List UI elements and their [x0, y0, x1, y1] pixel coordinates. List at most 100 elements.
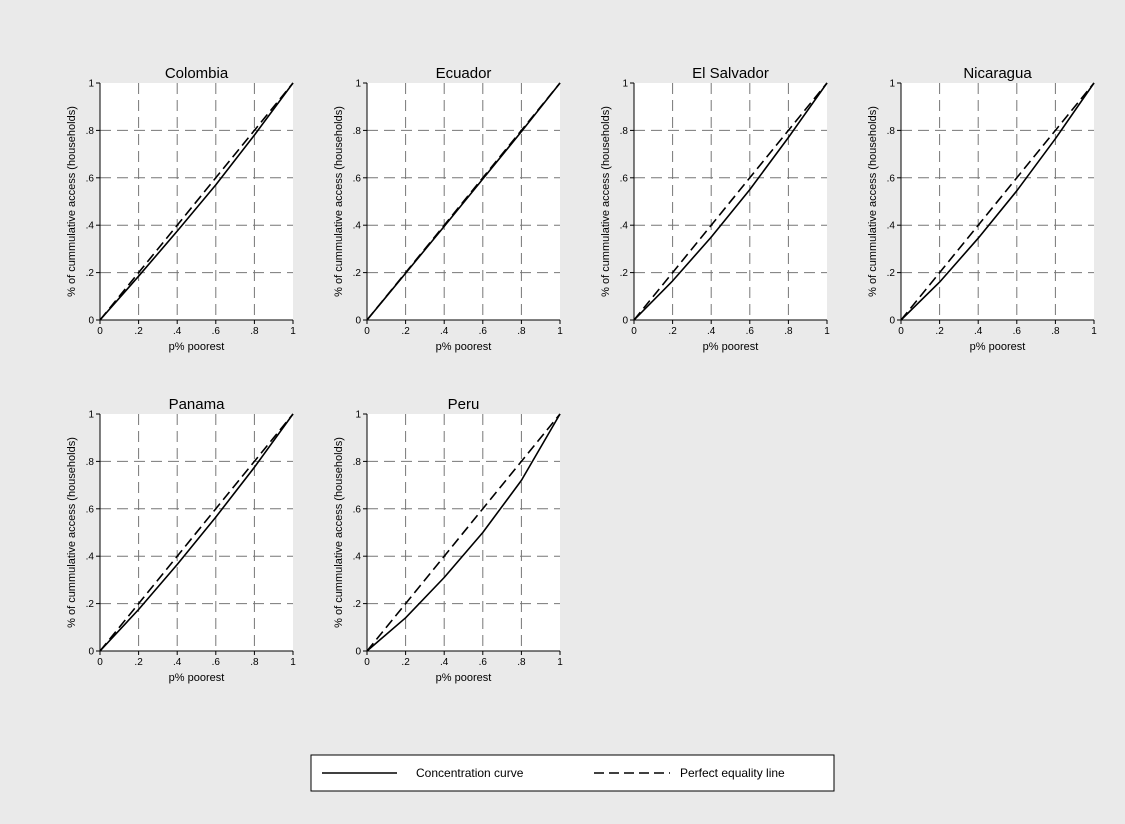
y-tick-label: 1: [889, 79, 895, 90]
x-axis-title: p% poorest: [436, 341, 492, 353]
y-axis-title: % of cummulative access (households): [66, 106, 78, 297]
y-tick-label: .2: [86, 268, 95, 279]
x-tick-label: .8: [784, 326, 793, 337]
x-tick-label: 1: [290, 326, 296, 337]
x-tick-label: 1: [290, 657, 296, 668]
x-tick-label: .6: [1013, 326, 1022, 337]
y-tick-label: .4: [353, 221, 362, 232]
legend-box: [310, 754, 835, 792]
x-tick-label: .8: [250, 657, 259, 668]
x-tick-label: .8: [517, 657, 526, 668]
y-axis-title: % of cummulative access (households): [600, 106, 612, 297]
y-axis-title: % of cummulative access (households): [66, 437, 78, 628]
x-tick-label: .2: [134, 326, 143, 337]
y-tick-label: .6: [86, 504, 95, 515]
x-axis-title: p% poorest: [436, 672, 492, 684]
legend-label-equality: Perfect equality line: [680, 766, 785, 780]
x-tick-label: .2: [401, 326, 410, 337]
y-tick-label: 0: [889, 316, 895, 327]
x-tick-label: 0: [631, 326, 637, 337]
legend-label-concentration: Concentration curve: [416, 766, 524, 780]
panel-panama: 0 .2 .4 .6 .8 1 0 .2 .4 .6 .8 1 Panama p% poorest % of…: [66, 396, 296, 684]
y-axis-title: % of cummulative access (households): [333, 106, 345, 297]
x-axis-title: p% poorest: [970, 341, 1026, 353]
x-tick-label: .8: [517, 326, 526, 337]
panel-colombia: 0 .2 .4 .6 .8 1 0 .2 .4 .6 .8 1 Colombia p% poorest % …: [66, 65, 296, 353]
y-tick-label: .2: [353, 268, 362, 279]
y-tick-label: 0: [355, 647, 361, 658]
panel-nicaragua: 0 .2 .4 .6 .8 1 0 .2 .4 .6 .8 1 Nicaragua p% poorest%…: [867, 65, 1097, 353]
series-concentration-curve: [900, 82, 1095, 321]
x-tick-label: 0: [364, 326, 370, 337]
series-perfect-equality-line: [99, 413, 294, 652]
y-axis-title: % of cummulative access (households): [867, 106, 879, 297]
y-tick-label: .6: [353, 173, 362, 184]
x-tick-label: 0: [898, 326, 904, 337]
y-tick-label: .8: [353, 457, 362, 468]
series-concentration-curve: [366, 413, 561, 652]
x-tick-label: 1: [824, 326, 830, 337]
y-tick-label: .2: [620, 268, 629, 279]
series-perfect-equality-line: [366, 413, 561, 652]
x-tick-label: .6: [746, 326, 755, 337]
y-tick-label: .8: [86, 457, 95, 468]
panel-title: Panama: [169, 396, 226, 413]
y-tick-label: 0: [88, 316, 94, 327]
y-tick-label: 1: [88, 79, 94, 90]
panel-title: Ecuador: [436, 65, 492, 82]
x-tick-label: .6: [479, 657, 488, 668]
x-tick-label: 0: [364, 657, 370, 668]
y-tick-label: .6: [887, 173, 896, 184]
y-tick-label: .8: [353, 126, 362, 137]
series-perfect-equality-line: [366, 82, 561, 321]
y-tick-label: 1: [355, 410, 361, 421]
y-tick-label: 1: [88, 410, 94, 421]
x-tick-label: .8: [250, 326, 259, 337]
panels-layer: 0 .2 .4 .6 .8 1 0 .2 .4 .6 .8 1 Colombia p% poorest % …: [66, 65, 1097, 684]
x-axis-title: p% poorest: [169, 341, 225, 353]
x-tick-label: .4: [173, 657, 182, 668]
y-tick-label: .8: [887, 126, 896, 137]
y-axis-title: % of cummulative access (households): [333, 437, 345, 628]
x-tick-label: 1: [557, 326, 563, 337]
y-tick-label: .6: [353, 504, 362, 515]
panel-title: Peru: [448, 396, 480, 413]
panel-ecuador: 0 .2 .4 .6 .8 1 0 .2 .4 .6 .8 1 Ecuador p% poorest % o…: [333, 65, 563, 353]
y-tick-label: .4: [86, 552, 95, 563]
y-tick-label: .2: [86, 599, 95, 610]
y-tick-label: 1: [622, 79, 628, 90]
y-tick-label: .4: [887, 221, 896, 232]
y-tick-label: .4: [620, 221, 629, 232]
y-tick-label: 1: [355, 79, 361, 90]
x-tick-label: 1: [1091, 326, 1097, 337]
panel-peru: 0 .2 .4 .6 .8 1 0 .2 .4 .6 .8 1 Peru p% poorest % of c…: [333, 396, 563, 684]
series-perfect-equality-line: [633, 82, 828, 321]
panel-title: Colombia: [165, 65, 229, 82]
x-axis-title: p% poorest: [169, 672, 225, 684]
series-concentration-curve: [99, 82, 294, 321]
x-tick-label: .6: [212, 326, 221, 337]
y-tick-label: 0: [88, 647, 94, 658]
x-tick-label: .4: [440, 326, 449, 337]
panel-title: El Salvador: [692, 65, 769, 82]
y-tick-label: .8: [86, 126, 95, 137]
x-tick-label: 0: [97, 657, 103, 668]
x-tick-label: .2: [668, 326, 677, 337]
series-perfect-equality-line: [99, 82, 294, 321]
x-tick-label: .4: [440, 657, 449, 668]
x-tick-label: .6: [212, 657, 221, 668]
series-perfect-equality-line: [900, 82, 1095, 321]
series-concentration-curve: [633, 82, 828, 321]
x-tick-label: .8: [1051, 326, 1060, 337]
y-tick-label: .6: [620, 173, 629, 184]
x-tick-label: .4: [173, 326, 182, 337]
y-tick-label: 0: [622, 316, 628, 327]
y-tick-label: .4: [86, 221, 95, 232]
y-tick-label: .4: [353, 552, 362, 563]
x-tick-label: 1: [557, 657, 563, 668]
series-concentration-curve: [99, 413, 294, 652]
x-tick-label: .2: [134, 657, 143, 668]
x-tick-label: .2: [401, 657, 410, 668]
y-tick-label: .2: [887, 268, 896, 279]
